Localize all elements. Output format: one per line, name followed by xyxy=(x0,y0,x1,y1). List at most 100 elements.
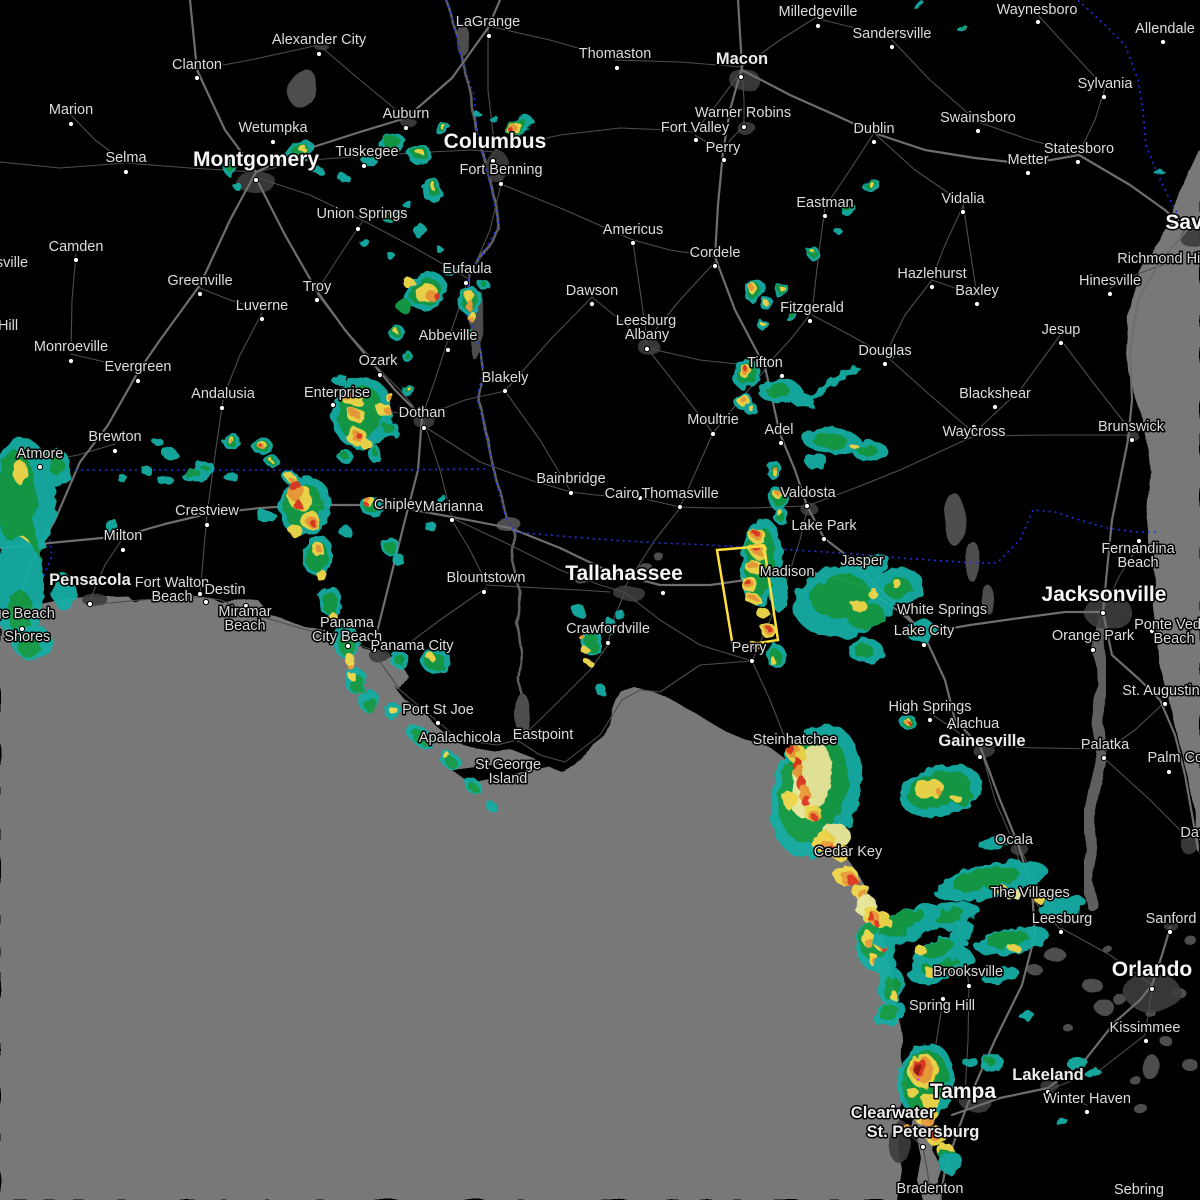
radar-cell-o xyxy=(776,490,780,496)
city-dot xyxy=(567,489,575,497)
state-boundary xyxy=(514,509,1158,564)
urban-area xyxy=(1084,595,1132,629)
radar-cell-o xyxy=(905,1126,913,1136)
radar-cell-t xyxy=(906,619,936,643)
city-label: Sylvania xyxy=(1078,76,1134,92)
city-label: Waynesboro xyxy=(997,2,1078,18)
road xyxy=(504,390,572,493)
city-dot xyxy=(604,639,612,647)
radar-cell-t xyxy=(363,155,377,167)
city-label: Ocala xyxy=(995,832,1034,848)
road xyxy=(931,205,964,279)
road xyxy=(451,517,625,593)
radar-cell-r xyxy=(260,445,264,449)
radar-cell-t xyxy=(256,510,276,522)
radar-cell-o xyxy=(755,644,761,650)
radar-cell-t xyxy=(489,116,499,122)
radar-cell-t xyxy=(616,609,624,621)
city-label: Destin xyxy=(204,582,245,598)
radar-cell-o xyxy=(316,545,322,553)
radar-cell-g xyxy=(185,469,201,479)
radar-cell-g xyxy=(766,384,790,398)
radar-cell-y xyxy=(389,214,393,218)
road xyxy=(806,435,975,507)
city-label: Andalusia xyxy=(191,386,256,402)
city-dot xyxy=(67,120,75,128)
city-dot xyxy=(1099,609,1107,617)
warning-box-layer[interactable] xyxy=(715,544,780,649)
city-dot xyxy=(709,430,717,438)
urban-area xyxy=(1181,835,1199,855)
radar-cell-g xyxy=(951,866,1019,892)
radar-cell-y xyxy=(772,470,778,476)
city-label: Atmore xyxy=(17,446,64,462)
severe-thunderstorm-warning-box[interactable] xyxy=(715,544,780,649)
lake xyxy=(944,494,966,546)
radar-cell-y xyxy=(329,612,337,622)
city-dot xyxy=(629,239,637,247)
city-label: Alachua xyxy=(947,716,1000,732)
radar-cell-r xyxy=(930,1129,936,1137)
radar-cell-t xyxy=(140,466,152,474)
radar-cell-o xyxy=(364,496,370,502)
city-label: Clearwater xyxy=(851,1104,936,1122)
road xyxy=(679,432,714,508)
city-dot xyxy=(588,300,596,308)
city-dot xyxy=(218,404,226,412)
lake xyxy=(965,542,981,582)
radar-cell-y xyxy=(430,182,436,190)
city-dot xyxy=(485,32,493,40)
radar-cell-y xyxy=(810,249,814,253)
city-label: Winter Haven xyxy=(1043,1091,1131,1107)
city-dot xyxy=(119,546,127,554)
city-dot xyxy=(134,377,142,385)
radar-cell-o xyxy=(740,396,746,402)
radar-cell-r xyxy=(767,626,771,632)
city-dot xyxy=(513,734,521,742)
city-label: Tallahassee xyxy=(565,562,683,585)
city-dot xyxy=(821,212,829,220)
city-label: Jasper xyxy=(840,553,884,569)
road xyxy=(206,399,224,515)
road xyxy=(1109,264,1163,289)
radar-cell-r xyxy=(289,479,299,491)
road xyxy=(614,59,743,68)
road xyxy=(694,69,743,133)
radar-cell-y xyxy=(851,600,867,612)
lake xyxy=(1129,1076,1141,1084)
city-dot xyxy=(480,588,488,596)
radar-cell-y xyxy=(289,525,303,537)
road xyxy=(70,353,139,372)
city-label: Enterprise xyxy=(304,385,370,401)
radar-cell-g xyxy=(404,353,410,359)
radar-cell-r xyxy=(743,365,747,371)
city-label: Allendale xyxy=(1135,21,1195,37)
radar-cell-r xyxy=(907,721,911,725)
radar-cell-y xyxy=(869,182,875,188)
radar-cell-t xyxy=(947,922,975,940)
road xyxy=(646,347,714,434)
radar-cell-y xyxy=(407,387,411,391)
city-label: Crawfordville xyxy=(566,621,650,637)
city-dot xyxy=(659,589,667,597)
city-dot xyxy=(1142,1037,1150,1045)
radar-cell-p xyxy=(1005,888,1025,900)
radar-cell-y xyxy=(360,439,372,449)
road xyxy=(222,312,263,399)
city-label: Brunswick xyxy=(1098,419,1165,435)
radar-cell-r xyxy=(787,746,795,754)
radar-cell-o xyxy=(921,1115,935,1127)
road xyxy=(487,25,614,59)
radar-cell-r xyxy=(433,292,441,300)
city-dot xyxy=(501,387,509,395)
radar-cell-t xyxy=(1155,170,1165,176)
road xyxy=(196,44,320,71)
city-label: Apalachicola xyxy=(419,730,502,746)
city-label: Fitzgerald xyxy=(780,300,844,316)
city-dot xyxy=(740,123,748,131)
bay xyxy=(150,600,266,618)
city-label: Tampa xyxy=(930,1080,996,1103)
radar-precipitation-layer xyxy=(0,0,1165,1174)
